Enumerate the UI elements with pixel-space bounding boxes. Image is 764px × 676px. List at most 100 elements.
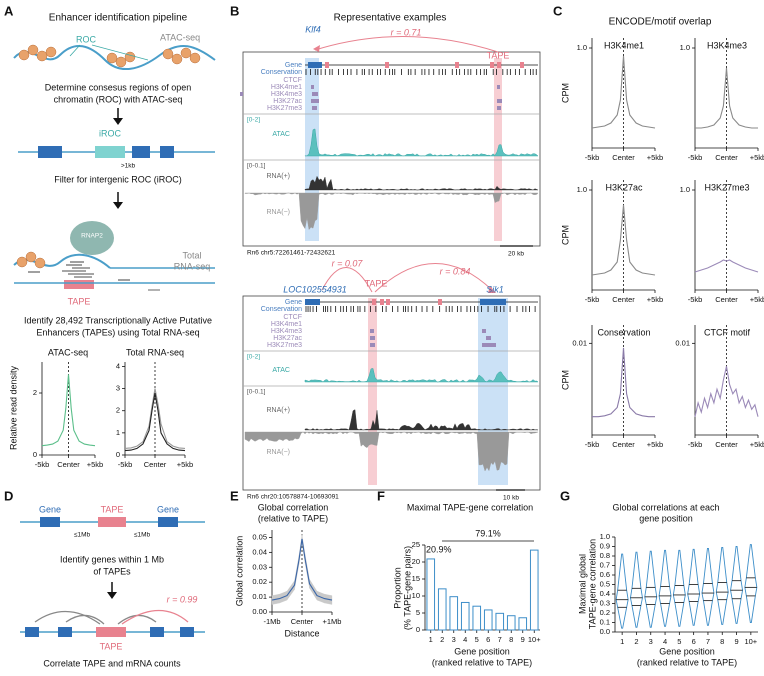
bar: [529, 549, 539, 631]
gene-exon: [25, 627, 39, 637]
y-axis-label: CPM: [560, 83, 570, 103]
line-series: [591, 55, 656, 129]
atac-signal: [304, 128, 539, 157]
arrowhead: [113, 118, 123, 125]
browser-view: r = 0.71 Klf4 TAPE Gene Conservation CTC…: [240, 24, 541, 258]
tape-block: [325, 62, 329, 68]
assay-label: RNA-seq: [174, 261, 211, 271]
x-tick-label: Center: [715, 440, 738, 449]
chip-mark: [312, 92, 318, 96]
chip-mark: [311, 99, 319, 103]
browser-frame: [242, 295, 541, 491]
track-label: Gene: [285, 62, 302, 69]
track-label: H3K27ac: [273, 335, 302, 342]
x-axis-label: (ranked relative to TAPE): [432, 657, 532, 667]
decoration: [106, 52, 118, 64]
x-tick-label: 9: [734, 637, 738, 646]
roc-label: ROC: [76, 34, 97, 44]
correlation-label: r = 0.07: [332, 258, 364, 268]
y-tick-label: 0.02: [252, 577, 267, 586]
line-series: [124, 392, 186, 452]
assay-label: ATAC-seq: [160, 32, 200, 42]
correlation-label: r = 0.84: [440, 266, 471, 276]
bar: [506, 615, 516, 631]
y-tick-label: 2: [33, 388, 37, 397]
pointer: [91, 44, 149, 61]
x-tick-label: +5kb: [647, 153, 663, 162]
step-text: Identify 28,492 Transcriptionally Active…: [24, 315, 212, 325]
x-tick-label: +5kb: [177, 460, 193, 469]
rna-minus-signal: [244, 192, 539, 231]
step-text: chromatin (ROC) with ATAC-seq: [54, 94, 183, 104]
x-tick-label: -5kb: [585, 440, 600, 449]
panel-label: F: [377, 488, 385, 503]
violin-body: [715, 547, 729, 625]
y-axis-label: TAPE-gene correlation: [587, 539, 597, 629]
chart-title: H3K27me3: [704, 182, 749, 192]
x-tick-label: Center: [291, 617, 314, 626]
scale-label: 10 kb: [503, 495, 519, 502]
rna-plus-signal: [304, 409, 539, 431]
bar: [518, 617, 528, 631]
decoration: [36, 50, 48, 62]
bar: [437, 588, 447, 631]
y-tick-label: 1.0: [577, 185, 587, 194]
chip-mark: [482, 343, 496, 347]
chart-title: H3K4me1: [604, 40, 644, 50]
gene-label: Gene: [39, 504, 61, 514]
chip-mark: [482, 329, 486, 333]
line-series: [694, 259, 759, 273]
bar: [483, 609, 493, 631]
tape-label: TAPE: [68, 296, 91, 306]
tape-block: [372, 299, 376, 305]
track-label: H3K27me3: [267, 105, 302, 112]
track-label: H3K27ac: [273, 98, 302, 105]
gene-exon: [58, 627, 72, 637]
range-label: [0-2]: [247, 117, 260, 124]
y-tick-label: 3: [116, 384, 120, 393]
gene-exon: [160, 146, 174, 158]
y-tick-label: 1.0: [680, 43, 690, 52]
tape-block: [385, 62, 389, 68]
x-tick-label: 2: [440, 635, 444, 644]
x-tick-label: 10+: [744, 637, 757, 646]
y-tick-label: 0: [33, 450, 37, 459]
iroc-label: iROC: [99, 128, 121, 138]
violin-body: [615, 553, 629, 629]
decoration: [45, 46, 57, 58]
x-tick-label: 1: [620, 637, 624, 646]
decoration: [27, 44, 39, 56]
bar: [426, 558, 436, 631]
gap-label: >1kb: [121, 163, 136, 170]
y-tick-label: 0.7: [600, 560, 610, 569]
tape-label: TAPE: [365, 278, 388, 288]
chip-mark: [240, 92, 243, 96]
iroc-box: [95, 146, 125, 158]
x-tick-label: -1Mb: [263, 617, 280, 626]
locus-label: Rn6 chr20:10578874-10693091: [247, 494, 339, 501]
x-tick-label: -5kb: [35, 460, 50, 469]
gene-exon: [158, 517, 178, 527]
range-label: [0-0.1]: [247, 163, 266, 170]
y-tick-label: 25: [412, 540, 420, 549]
y-tick-label: 10: [412, 591, 420, 600]
decoration: [16, 256, 28, 268]
chart-title: Total RNA-seq: [126, 347, 184, 357]
chart-title: Conservation: [597, 327, 650, 337]
violin-body: [644, 550, 658, 628]
y-tick-label: 0.3: [600, 598, 610, 607]
x-tick-label: Center: [715, 295, 738, 304]
x-tick-label: -5kb: [585, 295, 600, 304]
track-label: H3K4me3: [271, 91, 302, 98]
arrowhead: [107, 592, 117, 599]
x-tick-label: Center: [715, 153, 738, 162]
bar: [495, 612, 505, 631]
browser-view: r = 0.07 r = 0.84 LOC102554931 TAPE Sik1…: [242, 258, 541, 502]
x-tick-label: +5kb: [647, 295, 663, 304]
step-text: Enhancers (TAPEs) using Total RNA-seq: [36, 327, 199, 337]
chart-title: H3K27ac: [605, 182, 643, 192]
y-axis-label: (% TAPE-gene pairs): [402, 546, 412, 630]
step-text: Identify genes within 1 Mb: [60, 554, 164, 564]
